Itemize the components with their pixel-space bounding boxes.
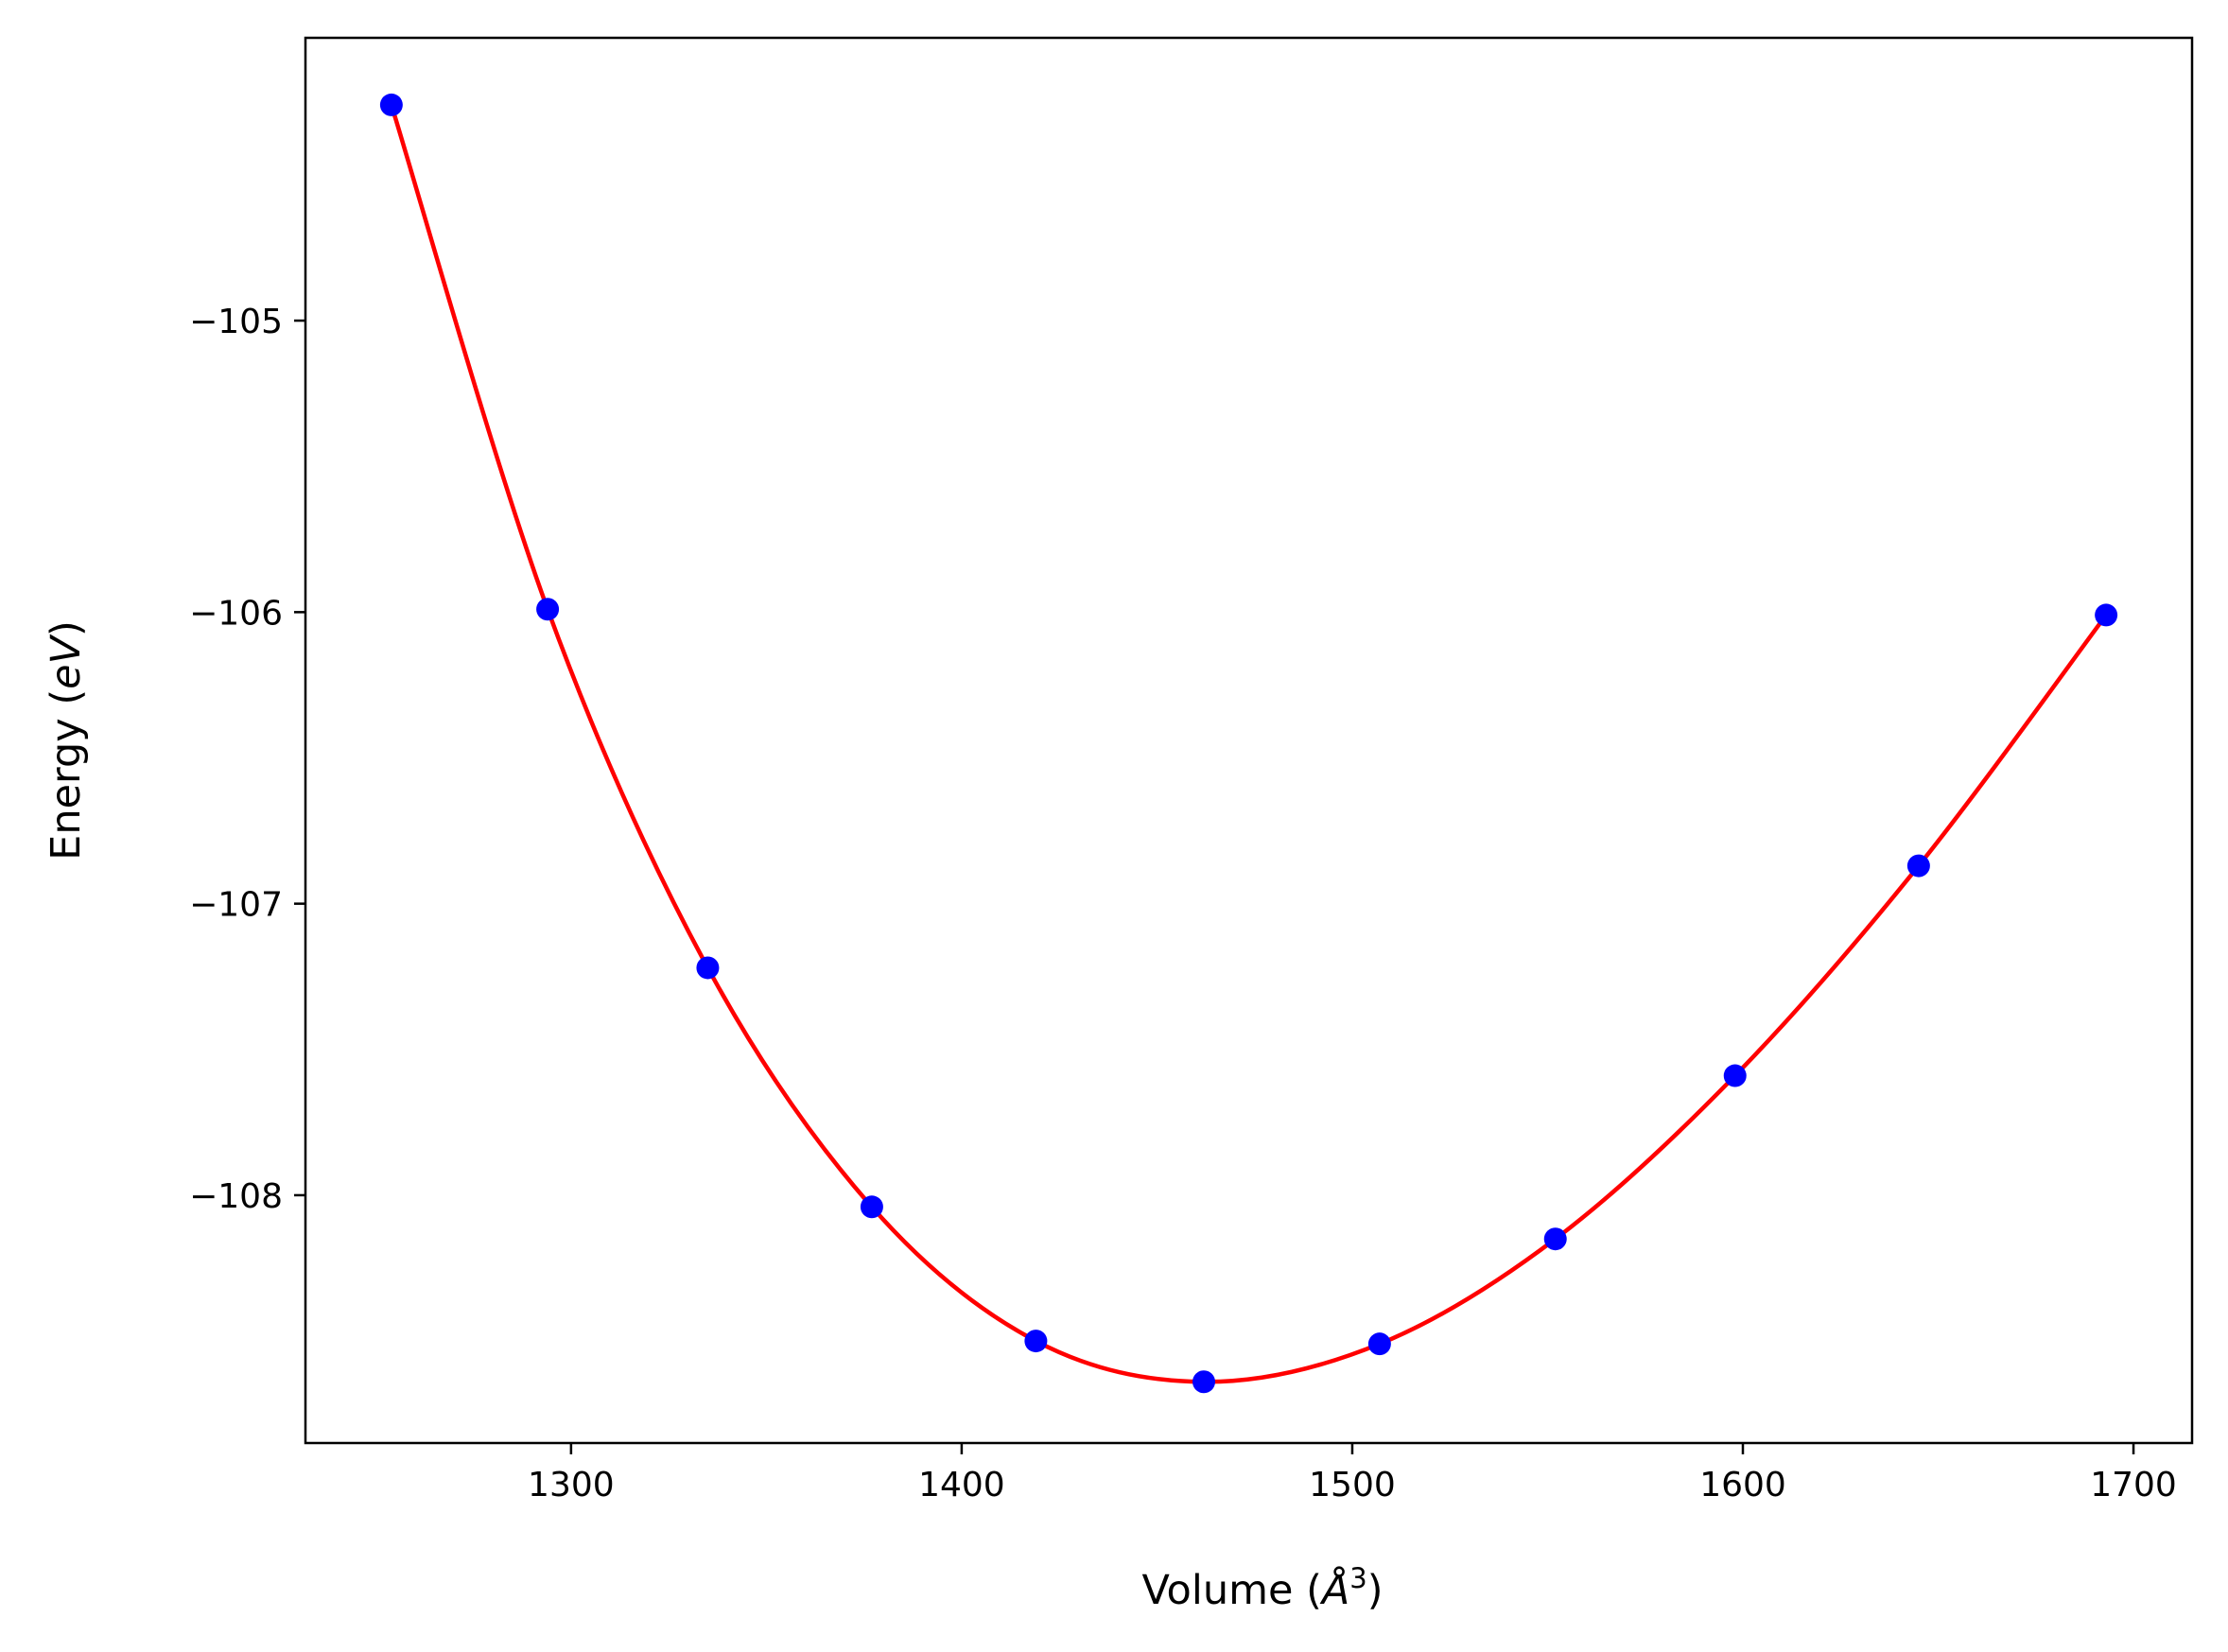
y-tick-label: −105 bbox=[189, 303, 283, 341]
y-axis-ticks: −105 −106 −107 −108 bbox=[189, 303, 305, 1216]
data-point bbox=[536, 598, 560, 621]
data-point bbox=[2095, 603, 2118, 627]
data-point bbox=[379, 93, 403, 116]
data-point bbox=[1906, 854, 1930, 878]
data-point bbox=[1723, 1064, 1747, 1087]
x-tick-label: 1300 bbox=[528, 1466, 615, 1504]
fit-curve-line bbox=[389, 104, 2108, 1384]
x-tick-label: 1400 bbox=[918, 1466, 1005, 1504]
y-tick-label: −106 bbox=[189, 594, 283, 633]
data-point bbox=[1024, 1330, 1048, 1353]
x-axis-ticks: 1300 1400 1500 1600 1700 bbox=[528, 1443, 2177, 1504]
fit-curve-layer bbox=[389, 104, 2108, 1384]
y-tick-label: −108 bbox=[189, 1177, 283, 1216]
plot-frame bbox=[304, 36, 2194, 1445]
data-point bbox=[1192, 1370, 1215, 1394]
x-tick-label: 1700 bbox=[2090, 1466, 2177, 1504]
data-point bbox=[860, 1195, 883, 1219]
data-point bbox=[696, 956, 720, 980]
x-tick-label: 1500 bbox=[1309, 1466, 1396, 1504]
data-points-layer bbox=[379, 93, 2118, 1394]
y-axis-label: Energy (eV) bbox=[43, 620, 90, 861]
y-tick-label: −107 bbox=[189, 886, 283, 925]
x-tick-label: 1600 bbox=[1699, 1466, 1786, 1504]
x-axis-label: Volume (Å3) bbox=[1141, 1562, 1383, 1614]
data-point bbox=[1367, 1332, 1391, 1356]
data-point bbox=[1543, 1227, 1567, 1251]
